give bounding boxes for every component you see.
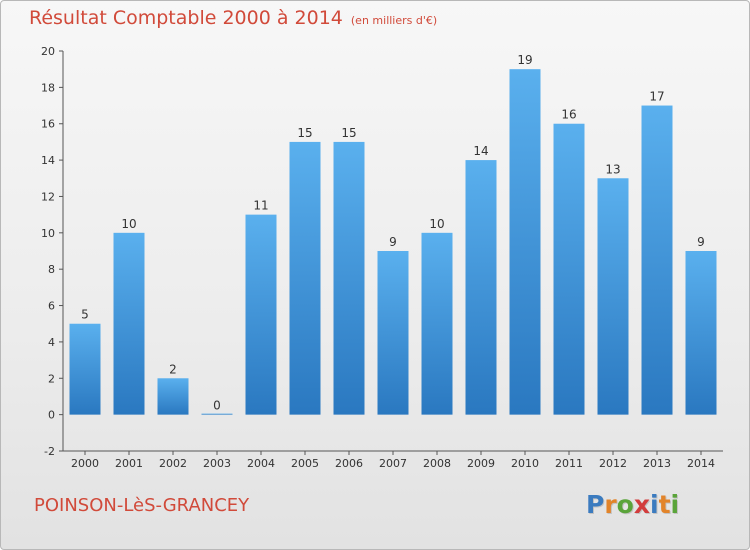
logo-letter: P (586, 490, 605, 519)
bar-2004 (245, 214, 277, 415)
logo-letter: i (650, 490, 659, 519)
y-tick-label: 16 (41, 118, 55, 131)
x-tick-label: 2011 (555, 457, 583, 470)
y-tick-label: 6 (48, 300, 55, 313)
bar-value-label: 5 (81, 308, 89, 322)
bar-value-label: 14 (473, 144, 488, 158)
x-tick-label: 2004 (247, 457, 275, 470)
bar-value-label: 10 (121, 217, 136, 231)
bar-value-label: 19 (517, 53, 532, 67)
bar-2012 (597, 178, 629, 415)
y-tick-label: 0 (48, 409, 55, 422)
y-tick-label: 12 (41, 190, 55, 203)
bar-value-label: 0 (213, 399, 221, 413)
bar-value-label: 16 (561, 108, 576, 122)
commune-name: POINSON-LèS-GRANCEY (34, 495, 250, 516)
bar-value-label: 13 (605, 162, 620, 176)
chart-subtitle: (en milliers d'€) (350, 14, 438, 27)
logo-letter: r (604, 490, 617, 519)
bar-2007 (377, 251, 409, 415)
bar-value-label: 9 (389, 235, 397, 249)
logo-letter: x (633, 490, 650, 519)
bar-2014 (685, 251, 717, 415)
bar-value-label: 2 (169, 362, 177, 376)
chart-title: Résultat Comptable 2000 à 2014 (en millie… (29, 7, 437, 29)
x-tick-label: 2010 (511, 457, 539, 470)
bar-2011 (553, 123, 585, 415)
x-tick-label: 2005 (291, 457, 319, 470)
bar-2010 (509, 69, 541, 415)
x-tick-label: 2002 (159, 457, 187, 470)
proxiti-logo: Proxiti (586, 490, 696, 524)
x-tick-label: 2007 (379, 457, 407, 470)
logo-letter: o (616, 490, 634, 519)
bar-2005 (289, 141, 321, 415)
bar-value-label: 15 (297, 126, 312, 140)
bar-value-label: 9 (697, 235, 705, 249)
x-tick-label: 2013 (643, 457, 671, 470)
y-tick-label: 10 (41, 227, 55, 240)
x-tick-label: 2008 (423, 457, 451, 470)
x-tick-label: 2000 (71, 457, 99, 470)
bar-2013 (641, 105, 673, 415)
x-tick-label: 2012 (599, 457, 627, 470)
bar-2002 (157, 378, 189, 415)
y-tick-label: 8 (48, 263, 55, 276)
x-tick-label: 2006 (335, 457, 363, 470)
bar-2009 (465, 160, 497, 415)
y-tick-label: 18 (41, 81, 55, 94)
x-tick-label: 2014 (687, 457, 715, 470)
bar-2001 (113, 232, 145, 415)
x-tick-label: 2001 (115, 457, 143, 470)
bar-value-label: 10 (429, 217, 444, 231)
x-tick-label: 2009 (467, 457, 495, 470)
y-tick-label: 14 (41, 154, 55, 167)
y-tick-label: 20 (41, 45, 55, 58)
y-tick-label: -2 (44, 445, 55, 458)
bar-value-label: 15 (341, 126, 356, 140)
logo-letter: i (670, 490, 680, 519)
bar-value-label: 17 (649, 90, 664, 104)
x-tick-label: 2003 (203, 457, 231, 470)
bar-2008 (421, 232, 453, 415)
bar-2006 (333, 141, 365, 415)
y-tick-label: 2 (48, 372, 55, 385)
bar-2000 (69, 323, 101, 415)
chart-title-text: Résultat Comptable 2000 à 2014 (29, 7, 343, 29)
bar-2003 (201, 413, 233, 415)
logo-letter: t (658, 490, 671, 519)
y-tick-label: 4 (48, 336, 55, 349)
bar-value-label: 11 (253, 199, 268, 213)
